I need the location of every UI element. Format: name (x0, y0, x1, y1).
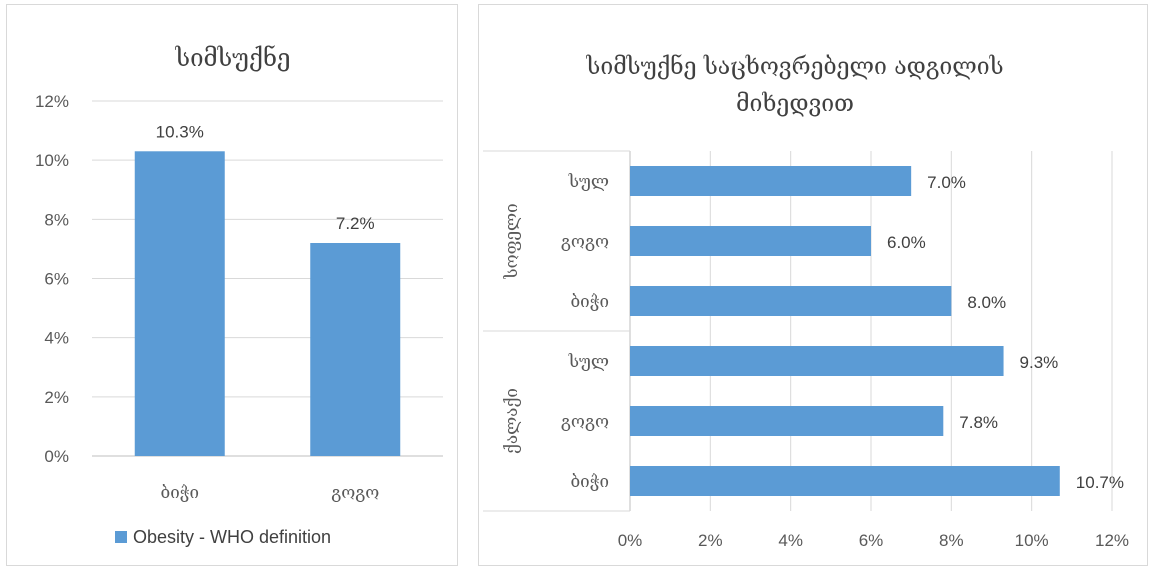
chart-title-line-1: სიმსუქნე საცხოვრებელი ადგილის (585, 54, 1003, 80)
category-label: ბიჭი (570, 292, 609, 312)
category-label: გოგო (561, 412, 609, 432)
bar (134, 151, 225, 456)
x-tick-label: 4% (778, 531, 803, 550)
x-tick-label: 0% (618, 531, 643, 550)
bar (630, 226, 871, 256)
data-label: 9.3% (1020, 353, 1059, 372)
chart-title-line-2: მიხედვით (736, 91, 854, 117)
bar (630, 346, 1004, 376)
y-tick-label: 8% (44, 210, 69, 229)
category-label: ბიჭი (160, 483, 199, 503)
chart-panel-obesity-by-residence: სიმსუქნე საცხოვრებელი ადგილის მიხედვით 0% 2… (478, 4, 1148, 566)
x-tick-label: 10% (1015, 531, 1049, 550)
bar (630, 406, 944, 436)
x-tick-label: 2% (698, 531, 723, 550)
y-tick-label: 2% (44, 388, 69, 407)
bar (630, 466, 1060, 496)
y-tick-label: 12% (35, 92, 69, 111)
obesity-bar-chart: სიმსუქნე 0% 2% 4% 6% 8% 10% 12% 10.3% ბიჭი 7.2% გოგ… (35, 44, 443, 547)
bar (630, 166, 912, 196)
data-label: 7.2% (336, 214, 375, 233)
x-tick-label: 8% (939, 531, 964, 550)
bar (310, 243, 401, 456)
data-label: 6.0% (887, 233, 926, 252)
y-tick-label: 4% (44, 329, 69, 348)
category-label: ბიჭი (570, 472, 609, 492)
legend-label: Obesity - WHO definition (133, 527, 331, 547)
y-tick-label: 0% (44, 447, 69, 466)
obesity-by-residence-bar-chart: სიმსუქნე საცხოვრებელი ადგილის მიხედვით 0% 2… (483, 54, 1129, 550)
category-label: გოგო (331, 483, 379, 503)
chart-title: სიმსუქნე (175, 44, 291, 72)
x-tick-label: 12% (1095, 531, 1129, 550)
data-label: 10.7% (1076, 473, 1124, 492)
data-label: 7.0% (927, 173, 966, 192)
category-label: გოგო (561, 232, 609, 252)
group-label: სოფელი (502, 203, 522, 279)
legend-swatch (115, 531, 127, 543)
data-label: 8.0% (967, 293, 1006, 312)
category-label: სულ (568, 352, 609, 372)
bar (630, 286, 952, 316)
chart-panel-obesity: სიმსუქნე 0% 2% 4% 6% 8% 10% 12% 10.3% ბიჭი 7.2% გოგ… (6, 4, 458, 566)
data-label: 10.3% (156, 122, 204, 141)
data-label: 7.8% (959, 413, 998, 432)
y-tick-label: 10% (35, 151, 69, 170)
y-tick-label: 6% (44, 270, 69, 289)
group-label: ქალაქი (502, 388, 522, 454)
x-tick-label: 6% (859, 531, 884, 550)
category-label: სულ (568, 172, 609, 192)
